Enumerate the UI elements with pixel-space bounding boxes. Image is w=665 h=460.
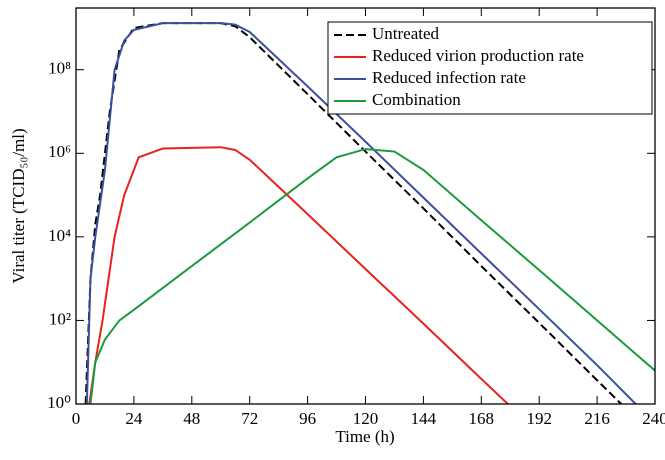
x-tick-label: 96 (299, 409, 316, 428)
x-tick-label: 168 (469, 409, 495, 428)
y-axis-label: Viral titer (TCID₅₀/ml) (9, 128, 28, 283)
x-tick-label: 216 (584, 409, 610, 428)
x-tick-label: 120 (353, 409, 379, 428)
y-tick-label: 10² (49, 309, 71, 328)
legend-label: Untreated (372, 24, 440, 43)
legend-label: Combination (372, 90, 461, 109)
legend-label: Reduced virion production rate (372, 46, 584, 65)
x-tick-label: 0 (72, 409, 81, 428)
y-tick-label: 10⁴ (48, 226, 71, 245)
legend-box (327, 21, 653, 115)
x-axis-label: Time (h) (335, 427, 394, 446)
legend-label: Reduced infection rate (372, 68, 526, 87)
series-line (88, 146, 509, 404)
series-line (85, 22, 637, 404)
series-line (84, 22, 622, 404)
plot-frame (75, 7, 656, 405)
x-tick-label: 24 (125, 409, 143, 428)
y-tick-label: 10⁶ (48, 142, 71, 161)
x-tick-label: 192 (526, 409, 552, 428)
y-tick-label: 10⁰ (47, 393, 71, 412)
y-tick-label: 10⁸ (48, 59, 71, 78)
x-tick-label: 72 (241, 409, 258, 428)
x-tick-label: 144 (411, 409, 437, 428)
x-tick-label: 240 (642, 409, 665, 428)
x-tick-label: 48 (183, 409, 200, 428)
series-line (89, 148, 655, 404)
